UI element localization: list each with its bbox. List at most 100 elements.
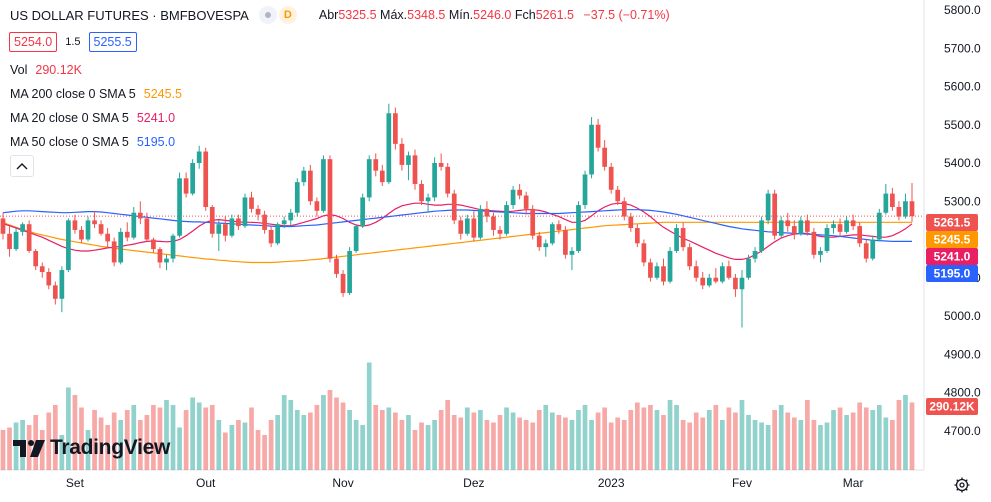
volume-bar [870, 410, 876, 470]
price-axis-badge [926, 248, 978, 265]
volume-bar [13, 422, 19, 470]
candle-body [177, 178, 182, 236]
y-tick-label: 4900.0 [944, 347, 981, 361]
volume-bar [543, 405, 549, 470]
candle-body [425, 197, 431, 202]
candle-body [890, 193, 895, 207]
volume-bar [464, 407, 470, 470]
volume-bar [209, 405, 215, 470]
candle-body [667, 250, 673, 282]
legend-ma50[interactable]: MA 50 close 0 SMA 5 5195.0 [10, 135, 175, 149]
candle-body [301, 170, 307, 183]
high-label: Máx. [380, 8, 408, 22]
candle-body [478, 208, 483, 238]
interval-badge[interactable]: D [278, 6, 297, 24]
candle-body [144, 218, 150, 240]
volume-bar [602, 407, 607, 470]
volume-bar [98, 417, 104, 470]
ask-button[interactable]: 5255.5 [88, 32, 137, 52]
volume-bar [491, 422, 496, 470]
market-status-icon[interactable] [258, 6, 277, 24]
candle-body [582, 174, 588, 206]
volume-bar [478, 410, 483, 470]
spread-value: 1.5 [65, 36, 81, 48]
x-tick-label: 2023 [598, 476, 625, 490]
legend-ma200[interactable]: MA 200 close 0 SMA 5 5245.5 [10, 87, 182, 101]
candle-body [216, 224, 222, 234]
volume-bar [137, 420, 143, 470]
volume-bar [680, 420, 686, 470]
volume-bar [216, 420, 222, 470]
candle-body [484, 208, 490, 217]
volume-bar [824, 422, 830, 470]
tradingview-logo[interactable]: TradingView [12, 436, 170, 460]
candle-body [79, 229, 84, 240]
candle-body [772, 193, 778, 236]
candle-body [46, 272, 52, 286]
candle-body [33, 250, 39, 267]
chart-settings-button[interactable] [953, 476, 971, 499]
candle-body [39, 266, 45, 273]
candle-body [347, 250, 352, 294]
volume-bar [366, 362, 372, 470]
candle-body [360, 197, 366, 227]
candle-body [236, 218, 241, 227]
volume-bar [275, 415, 281, 470]
candle-body [811, 231, 817, 255]
collapse-legend-button[interactable] [10, 155, 34, 177]
candle-body [393, 113, 398, 144]
candle-body [464, 218, 470, 234]
volume-bar [118, 420, 124, 470]
volume-bar [608, 422, 614, 470]
candle-body [124, 231, 130, 238]
volume-bar [615, 417, 621, 470]
candle-body [589, 124, 594, 175]
volume-bar [896, 400, 902, 470]
candle-body [818, 250, 823, 255]
volume-bar [347, 410, 352, 470]
candle-body [52, 285, 58, 299]
volume-bar [517, 417, 522, 470]
legend-volume-value: 290.12K [35, 63, 82, 77]
tradingview-logo-text: TradingView [50, 436, 171, 459]
volume-bar [484, 420, 490, 470]
volume-bar [654, 410, 660, 470]
volume-bar [759, 422, 764, 470]
candle-body [883, 193, 889, 213]
symbol-title[interactable]: US DOLLAR FUTURES · BMFBOVESPA [10, 7, 249, 23]
candle-body [634, 228, 640, 244]
legend-ma20[interactable]: MA 20 close 0 SMA 5 5241.0 [10, 111, 175, 125]
price-axis-badge-label: 5245.5 [934, 233, 971, 247]
bid-button[interactable]: 5254.0 [9, 32, 58, 52]
volume-bar [419, 422, 424, 470]
candle-body [687, 247, 693, 267]
volume-bar [674, 405, 679, 470]
candle-body [536, 235, 542, 248]
candle-body [680, 228, 686, 248]
legend-volume[interactable]: Vol 290.12K [10, 63, 82, 77]
candle-body [85, 220, 91, 240]
y-tick-label: 5400.0 [944, 156, 981, 170]
y-tick-label: 5700.0 [944, 41, 981, 55]
volume-bar [111, 412, 117, 470]
candle-body [497, 229, 503, 234]
candle-body [412, 155, 418, 185]
change-value: −37.5 (−0.71%) [583, 8, 670, 22]
candle-body [26, 224, 32, 251]
volume-bar [262, 435, 267, 470]
bid-ask-panel: 5254.0 1.5 5255.5 [9, 32, 137, 52]
volume-bar [294, 410, 300, 470]
volume-bar [589, 420, 594, 470]
candle-body [517, 189, 522, 196]
price-axis-badge [926, 214, 978, 231]
volume-bar [876, 405, 882, 470]
volume-bar [72, 395, 78, 470]
candle-body [510, 189, 516, 206]
volume-bar [314, 405, 320, 470]
candle-body [523, 195, 529, 209]
volume-bar [386, 407, 392, 470]
legend-ma50-value: 5195.0 [136, 135, 176, 149]
volume-bar [268, 420, 274, 470]
